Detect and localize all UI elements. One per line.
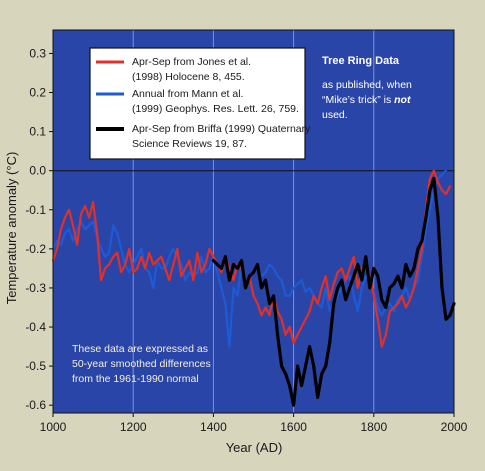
legend-box [89,47,306,160]
annotation-title: Tree Ring Data [322,55,400,67]
x-tick-label: 1600 [280,420,307,434]
y-axis-ticks: 0.3 0.2 0.1 0.0 -0.1 -0.2 -0.3 -0.4 -0.5 -0.6 [25,46,53,412]
legend-mann-line-1: Annual from Mann et al. [132,88,243,100]
annotation-line-3: used. [322,109,348,121]
x-axis-title: Year (AD) [226,440,283,455]
legend-jones-line-1: Apr-Sep from Jones et al. [132,56,251,68]
note-bottom-line-2: 50-year smoothed differences [72,358,211,370]
y-tick-label: -0.5 [25,359,46,373]
x-tick-label: 1200 [120,420,147,434]
y-tick-label: 0.2 [29,86,46,100]
y-tick-label: 0.3 [29,46,46,60]
legend-briffa-line-2: Science Reviews 19, 87. [132,138,247,150]
y-tick-label: -0.6 [25,398,46,412]
x-tick-label: 1800 [360,420,387,434]
y-tick-label: -0.4 [25,320,46,334]
annotation-line-2: “Mike’s trick” is not [322,94,411,106]
legend: Apr-Sep from Jones et al. (1998) Holocen… [89,47,311,160]
y-tick-label: -0.1 [25,203,46,217]
series-layer [51,169,456,407]
plot-border [52,29,455,414]
note-bottom-line-3: from the 1961-1990 normal [72,373,199,385]
series-line-briffa [211,176,456,407]
annotation-line-2-text: “Mike’s trick” is [322,94,394,106]
x-tick-label: 1000 [40,420,67,434]
y-axis-title: Temperature anomaly (°C) [4,152,19,305]
y-tick-label: -0.3 [25,281,46,295]
annotation-line-2-emphasis: not [394,94,411,106]
y-tick-label: 0.0 [29,164,46,178]
note-bottom-line-1: These data are expressed as [72,343,208,355]
series-line-jones [51,169,452,348]
y-tick-label: -0.2 [25,242,46,256]
x-axis-ticks: 1000 1200 1400 1600 1800 2000 [40,413,468,434]
legend-briffa-line-1: Apr-Sep from Briffa (1999) Quaternary [132,123,311,135]
legend-jones-line-2: (1998) Holocene 8, 455. [132,71,245,83]
y-tick-label: 0.1 [29,125,46,139]
x-tick-label: 1400 [200,420,227,434]
annotation-line-1: as published, when [322,79,412,91]
legend-mann-line-2: (1999) Geophys. Res. Lett. 26, 759. [132,103,299,115]
x-tick-label: 2000 [441,420,468,434]
